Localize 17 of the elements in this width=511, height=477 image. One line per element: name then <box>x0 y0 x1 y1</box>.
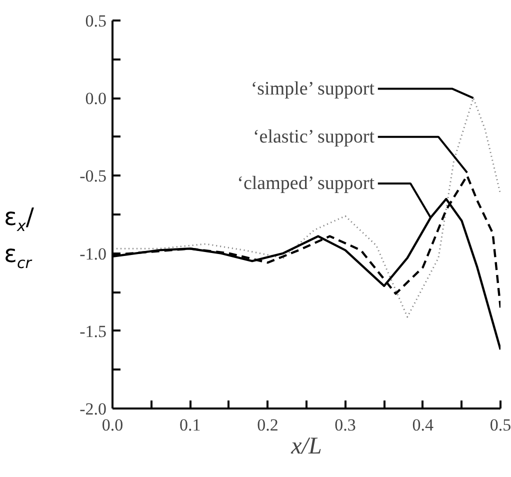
y-tick-label: 0.0 <box>85 89 106 108</box>
annotation: ‘elastic’ support <box>252 126 376 148</box>
y-tick-label: -1.5 <box>80 322 107 341</box>
annotation: ‘clamped’ support <box>237 172 376 194</box>
x-tick-label: 0.3 <box>334 416 356 434</box>
y-tick-label: -2.0 <box>80 400 107 418</box>
annotation: ‘simple’ support <box>250 78 376 100</box>
x-tick-label: 0.4 <box>412 416 434 434</box>
y-axis-title: ε$_{x}$/ε$_{cr}$ <box>4 203 34 272</box>
x-axis-title: x/L <box>290 434 322 460</box>
y-tick-label: -0.5 <box>80 166 107 186</box>
y-tick-label: -1.0 <box>80 244 107 264</box>
x-tick-label: 0.0 <box>102 416 124 434</box>
x-tick-label: 0.2 <box>257 416 278 434</box>
y-tick-label: 0.5 <box>85 12 106 30</box>
x-tick-label: 0.5 <box>490 416 511 434</box>
x-tick-label: 0.1 <box>179 416 201 434</box>
